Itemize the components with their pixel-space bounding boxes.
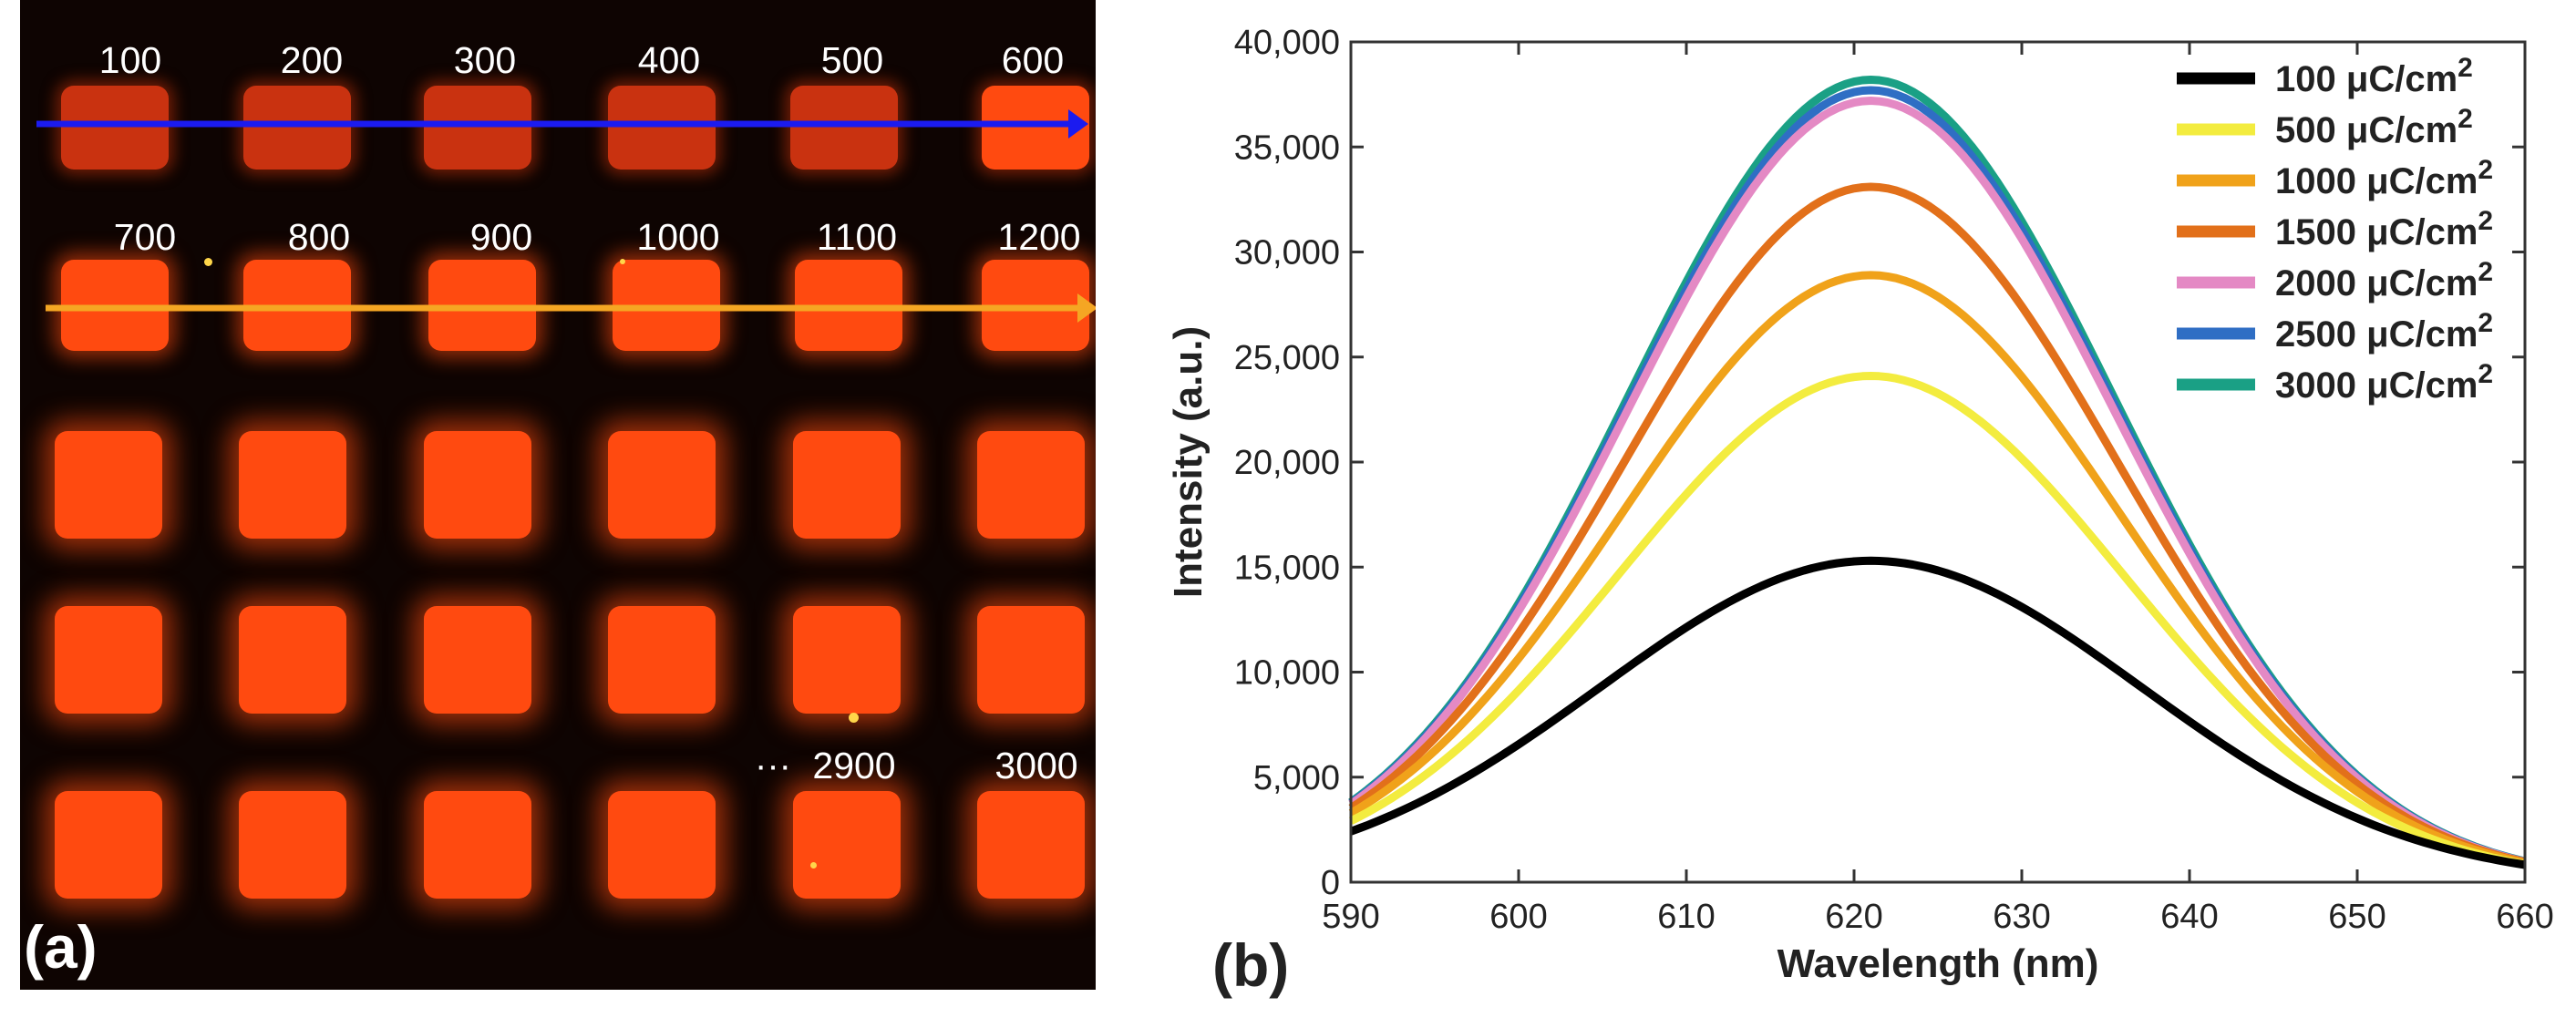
dose-label: 1200 [997,216,1081,258]
dose-square [793,431,901,539]
bright-speck [810,862,817,869]
arrow-a-head [1068,109,1088,139]
legend-label-3000: 3000 μC/cm2 [2275,359,2493,406]
legend-label-1000: 1000 μC/cm2 [2275,155,2493,201]
series-line-2000 [1348,97,2527,867]
axes: 590 600 610 620 630 640 650 660 0 5,000 10,000 15,0… [1166,24,2554,986]
x-tick-label: 600 [1489,898,1547,936]
emission-spectra-chart: 590 600 610 620 630 640 650 660 0 5,000 10,000 15,0… [1166,24,2554,999]
dose-label: 2900 [812,745,896,786]
y-tick-label: 5,000 [1253,759,1340,797]
dose-square [790,86,898,170]
dose-square [977,606,1085,714]
x-tick-label: 610 [1657,898,1715,936]
x-tick-label: 660 [2496,898,2553,936]
arrow-b-head [1077,293,1096,323]
legend-label-2000: 2000 μC/cm2 [2275,257,2493,303]
x-tick-label: 620 [1825,898,1882,936]
y-tick-label: 40,000 [1234,24,1340,62]
dose-square [608,86,716,170]
series-line-100 [1349,556,2526,869]
arrow-a-outer-label: A [1103,99,1143,160]
y-tick-label: 0 [1321,864,1340,902]
dose-square [239,791,346,899]
dose-square [55,431,162,539]
legend: 100 μC/cm2 500 μC/cm2 1000 μC/cm2 1500 μC/c… [2177,53,2493,406]
y-tick-label: 20,000 [1234,444,1340,482]
panel-a-label: (a) [24,913,98,981]
ellipsis-label: ··· [755,745,791,786]
dose-square [55,791,162,899]
series-line-2500 [1348,86,2527,866]
dose-square [239,431,346,539]
dose-label: 100 [98,39,162,81]
dose-square [55,606,162,714]
dose-square [977,791,1085,899]
series-lines [1348,76,2527,869]
fluorescence-micrograph: 100 200 300 400 500 600 700 800 900 1000… [20,0,1096,990]
dose-label: 3000 [994,745,1078,786]
y-tick-label: 15,000 [1234,549,1340,587]
y-axis-label: Intensity (a.u.) [1166,326,1211,598]
x-tick-label: 590 [1322,898,1379,936]
dose-label: 600 [1001,39,1065,81]
series-line-1000 [1348,271,2526,868]
dose-label: 700 [113,216,177,258]
x-tick-label: 630 [1993,898,2050,936]
dose-square [793,791,901,899]
dose-label: 200 [280,39,344,81]
dose-label: 500 [820,39,884,81]
y-tick-label: 35,000 [1234,128,1340,167]
dose-square [793,606,901,714]
dose-square [243,86,351,170]
bright-speck [620,259,625,264]
dose-label: 900 [469,216,533,258]
dose-square [424,791,531,899]
legend-label-2500: 2500 μC/cm2 [2275,308,2493,355]
dose-square [608,431,716,539]
x-tick-label: 640 [2160,898,2218,936]
dose-label: 1100 [816,216,898,258]
x-tick-label: 650 [2328,898,2385,936]
dose-square [424,86,531,170]
series-line-500 [1348,372,2526,869]
y-tick-label: 30,000 [1234,234,1340,272]
scan-arrows [36,109,1096,323]
bright-speck [849,713,859,723]
bright-speck [204,258,212,266]
dose-square [424,431,531,539]
dose-square [61,86,169,170]
y-tick-label: 25,000 [1234,339,1340,377]
legend-label-500: 500 μC/cm2 [2275,104,2473,150]
dose-square [424,606,531,714]
dose-label: 1000 [636,216,720,258]
series-line-1500 [1348,182,2527,867]
dose-square [977,431,1085,539]
dose-label: 400 [637,39,701,81]
legend-label-1500: 1500 μC/cm2 [2275,206,2493,252]
panel-b-label: (b) [1212,931,1289,999]
dose-square [608,606,716,714]
legend-label-100: 100 μC/cm2 [2275,53,2473,99]
x-axis-label: Wavelength (nm) [1777,941,2099,986]
dose-square [239,606,346,714]
dose-square [608,791,716,899]
y-tick-label: 10,000 [1234,654,1340,693]
dose-label: 300 [453,39,517,81]
dose-label: 800 [287,216,351,258]
